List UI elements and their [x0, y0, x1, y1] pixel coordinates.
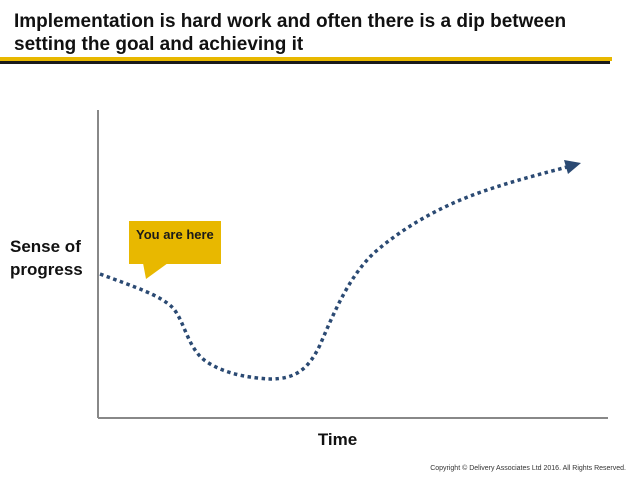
- progress-curve: [99, 165, 568, 381]
- copyright-notice: Copyright © Delivery Associates Ltd 2016…: [430, 465, 626, 472]
- callout-box: [129, 221, 221, 264]
- title-underline-dark: [0, 61, 610, 64]
- slide-title: Implementation is hard work and often th…: [14, 11, 567, 55]
- callout-you-are-here: [129, 221, 221, 279]
- callout-label: You are here: [136, 227, 214, 242]
- y-axis-label: Sense of progress: [10, 237, 83, 279]
- title-underline-yellow: [0, 57, 612, 61]
- x-axis-label: Time: [317, 430, 358, 449]
- callout-pointer: [143, 263, 168, 279]
- progress-curve-arrowhead: [564, 160, 581, 174]
